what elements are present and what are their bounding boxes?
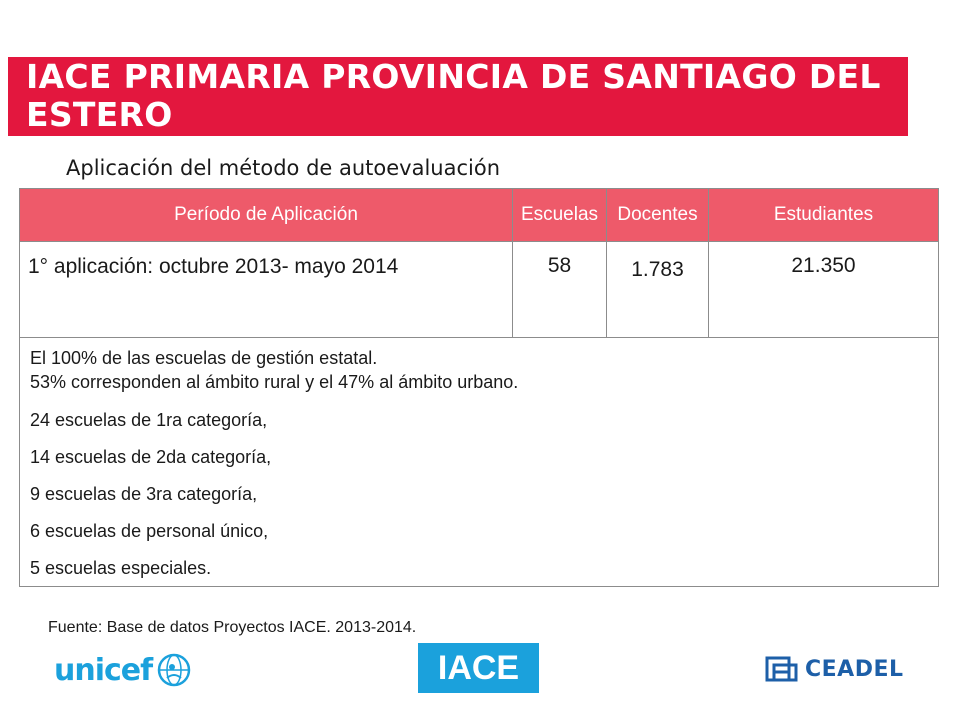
detail-line: 9 escuelas de 3ra categoría, bbox=[30, 484, 258, 504]
slide-subtitle: Aplicación del método de autoevaluación bbox=[66, 156, 501, 180]
detail-line: 24 escuelas de 1ra categoría, bbox=[30, 410, 268, 430]
header-estudiantes: Estudiantes bbox=[708, 188, 939, 242]
ceadel-wordmark: CEADEL bbox=[805, 656, 904, 682]
header-escuelas: Escuelas bbox=[512, 188, 607, 242]
unicef-logo: unicef bbox=[54, 650, 192, 690]
table-header-row: Período de Aplicación Escuelas Docentes … bbox=[19, 188, 939, 242]
table-row: 1° aplicación: octubre 2013- mayo 2014 5… bbox=[19, 241, 939, 338]
details-cell: El 100% de las escuelas de gestión estat… bbox=[19, 337, 939, 587]
slide-title: IACE PRIMARIA PROVINCIA DE SANTIAGO DEL … bbox=[26, 57, 881, 134]
source-note: Fuente: Base de datos Proyectos IACE. 20… bbox=[48, 619, 417, 636]
detail-line: El 100% de las escuelas de gestión estat… bbox=[30, 348, 378, 368]
detail-line: 5 escuelas especiales. bbox=[30, 558, 212, 578]
table-row-details: El 100% de las escuelas de gestión estat… bbox=[19, 337, 939, 587]
unicef-emblem-icon bbox=[157, 653, 191, 687]
title-banner bbox=[8, 57, 908, 136]
detail-line: 53% corresponden al ámbito rural y el 47… bbox=[30, 372, 519, 392]
iace-logo: IACE bbox=[418, 643, 539, 693]
application-table: Período de Aplicación Escuelas Docentes … bbox=[19, 188, 939, 587]
ceadel-logo: CEADEL bbox=[765, 654, 904, 684]
detail-line: 14 escuelas de 2da categoría, bbox=[30, 447, 272, 467]
ceadel-emblem-icon bbox=[765, 656, 798, 682]
cell-period: 1° aplicación: octubre 2013- mayo 2014 bbox=[19, 241, 513, 338]
detail-line: 6 escuelas de personal único, bbox=[30, 521, 269, 541]
header-periodo: Período de Aplicación bbox=[19, 188, 513, 242]
cell-estudiantes: 21.350 bbox=[708, 241, 939, 338]
unicef-wordmark: unicef bbox=[54, 652, 153, 688]
cell-docentes: 1.783 bbox=[606, 241, 709, 338]
cell-escuelas: 58 bbox=[512, 241, 607, 338]
header-docentes: Docentes bbox=[606, 188, 709, 242]
